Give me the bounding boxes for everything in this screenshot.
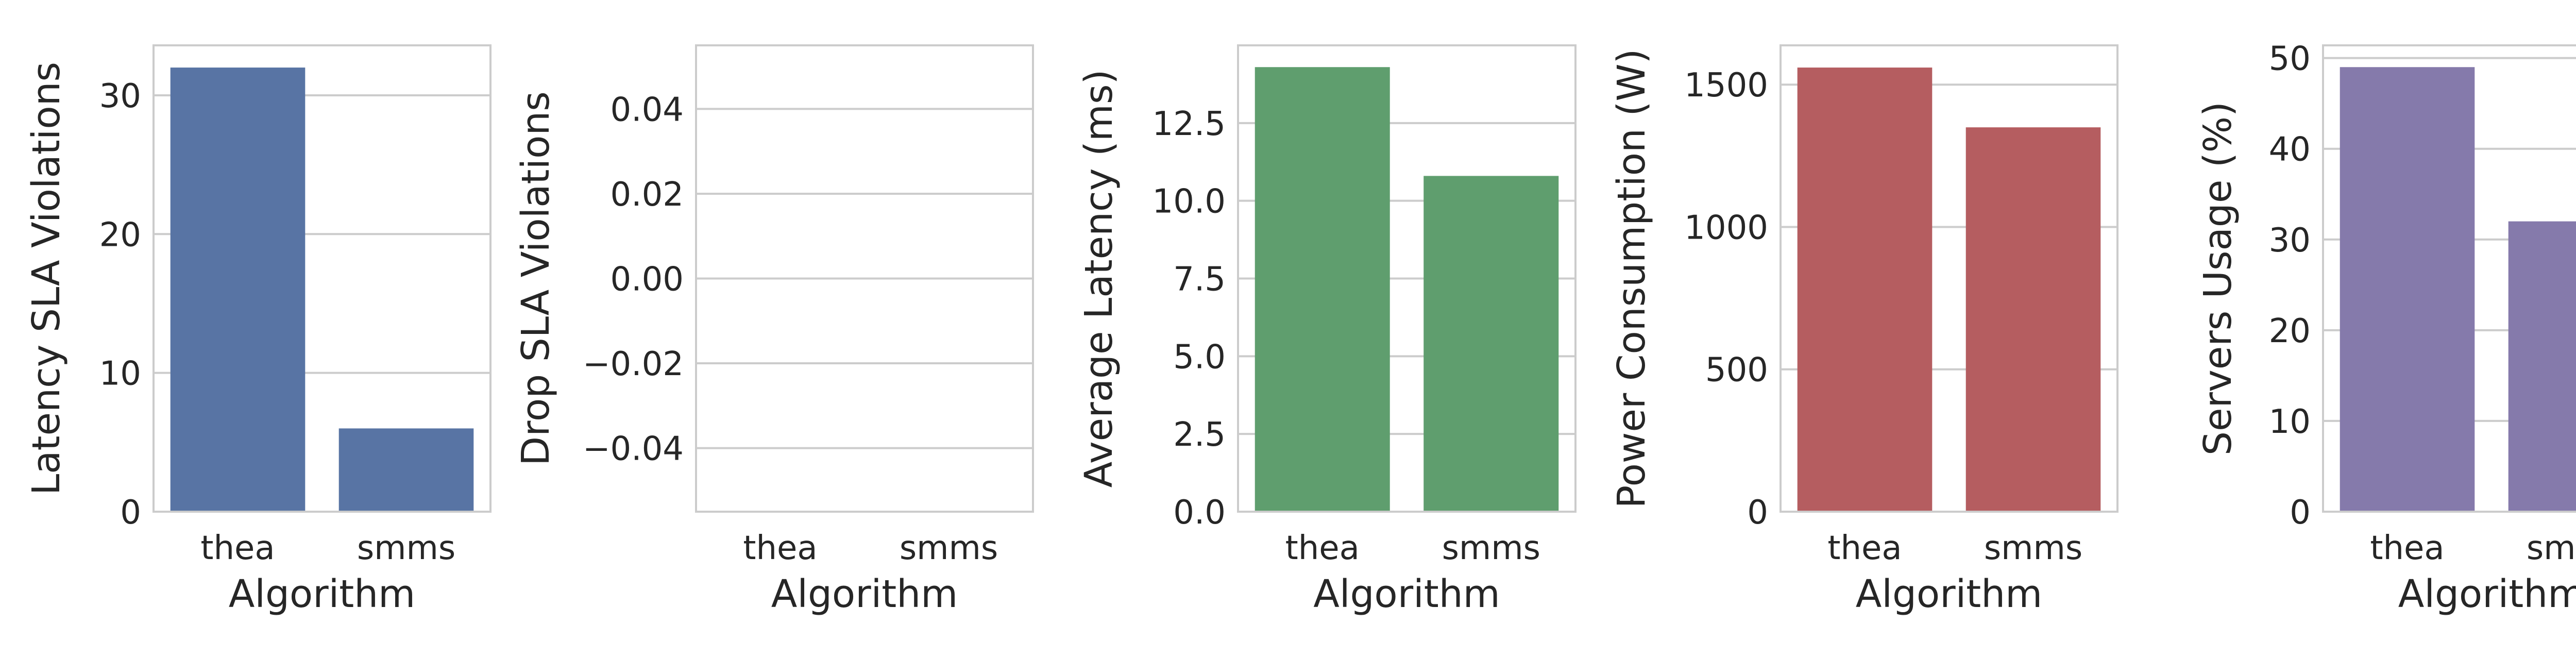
bar-thea	[170, 68, 306, 512]
y-tick-label: 30	[99, 77, 141, 115]
chart-panel-5: 0 10 20 30 40 50 thea smms Algorithm Servers Usag…	[2196, 40, 2576, 616]
plot-frame	[2322, 44, 2576, 513]
y-tick-label: 0.00	[611, 261, 684, 299]
chart-panel-2: −0.04 −0.02 0.00 0.02 0.04 thea smms Algorithm D…	[514, 44, 1034, 616]
x-axis-label: Algorithm	[2398, 572, 2576, 616]
x-tick-label: thea	[2370, 529, 2444, 567]
chart-panel-1: 0 10 20 30 thea smms Algorithm Latency SLA Viol…	[24, 44, 492, 616]
y-tick-label: −0.04	[583, 430, 684, 468]
x-axis-label: Algorithm	[1856, 572, 2042, 616]
bar-smms	[1423, 176, 1559, 512]
bar-thea	[1255, 67, 1390, 512]
plot-frame	[695, 44, 1034, 513]
x-tick-label: smms	[1442, 529, 1540, 567]
y-tick-label: 1500	[1684, 66, 1768, 105]
y-tick-label: 30	[2269, 222, 2311, 260]
x-tick-label: smms	[357, 529, 455, 567]
x-tick-label: thea	[200, 529, 275, 567]
y-tick-label: 20	[2269, 312, 2311, 350]
chart-panel-3: 0.0 2.5 5.0 7.5 10.0 12.5 thea smms Algorithm Ave…	[1077, 44, 1577, 616]
y-tick-label: 7.5	[1173, 261, 1226, 299]
plot-frame	[1237, 44, 1577, 513]
y-tick-label: 40	[2269, 131, 2311, 169]
bar-thea	[1797, 68, 1933, 512]
bar-smms	[338, 428, 474, 512]
x-tick-label: thea	[1285, 529, 1360, 567]
chart-panel-4: 0 500 1000 1500 thea smms Algorithm Power Consu…	[1609, 44, 2119, 616]
y-tick-label: 2.5	[1173, 416, 1226, 454]
y-tick-label: 10.0	[1153, 183, 1226, 221]
x-axis-label: Algorithm	[771, 572, 958, 616]
y-tick-label: 12.5	[1153, 105, 1226, 143]
x-tick-label: smms	[2527, 529, 2576, 567]
y-tick-label: 0.04	[611, 91, 684, 129]
y-axis-label: Power Consumption (W)	[1609, 49, 1654, 509]
y-tick-label: 0.02	[611, 176, 684, 214]
y-tick-label: −0.02	[583, 345, 684, 383]
y-axis-label: Latency SLA Violations	[24, 62, 69, 495]
y-tick-label: 500	[1705, 351, 1768, 390]
x-tick-label: smms	[900, 529, 998, 567]
y-axis-label: Average Latency (ms)	[1077, 70, 1121, 488]
y-tick-label: 5.0	[1173, 338, 1226, 376]
bar-thea	[2340, 67, 2475, 512]
bar-smms	[1965, 127, 2101, 512]
y-tick-label: 0	[2290, 494, 2311, 532]
x-tick-label: smms	[1984, 529, 2082, 567]
y-axis-label: Servers Usage (%)	[2196, 102, 2240, 456]
y-tick-label: 50	[2269, 40, 2311, 78]
y-tick-label: 1000	[1684, 209, 1768, 247]
x-tick-label: thea	[1827, 529, 1902, 567]
y-tick-label: 10	[2269, 403, 2311, 441]
plot-frame	[152, 44, 492, 513]
y-tick-label: 10	[99, 355, 141, 393]
x-tick-label: thea	[743, 529, 817, 567]
x-axis-label: Algorithm	[229, 572, 415, 616]
bar-smms	[2508, 221, 2576, 512]
x-axis-label: Algorithm	[1313, 572, 1500, 616]
plot-frame	[1780, 44, 2119, 513]
y-tick-label: 0.0	[1173, 494, 1226, 532]
y-tick-label: 0	[1747, 494, 1768, 532]
y-axis-label: Drop SLA Violations	[514, 91, 558, 466]
y-tick-label: 0	[120, 494, 141, 532]
y-tick-label: 20	[99, 216, 141, 254]
